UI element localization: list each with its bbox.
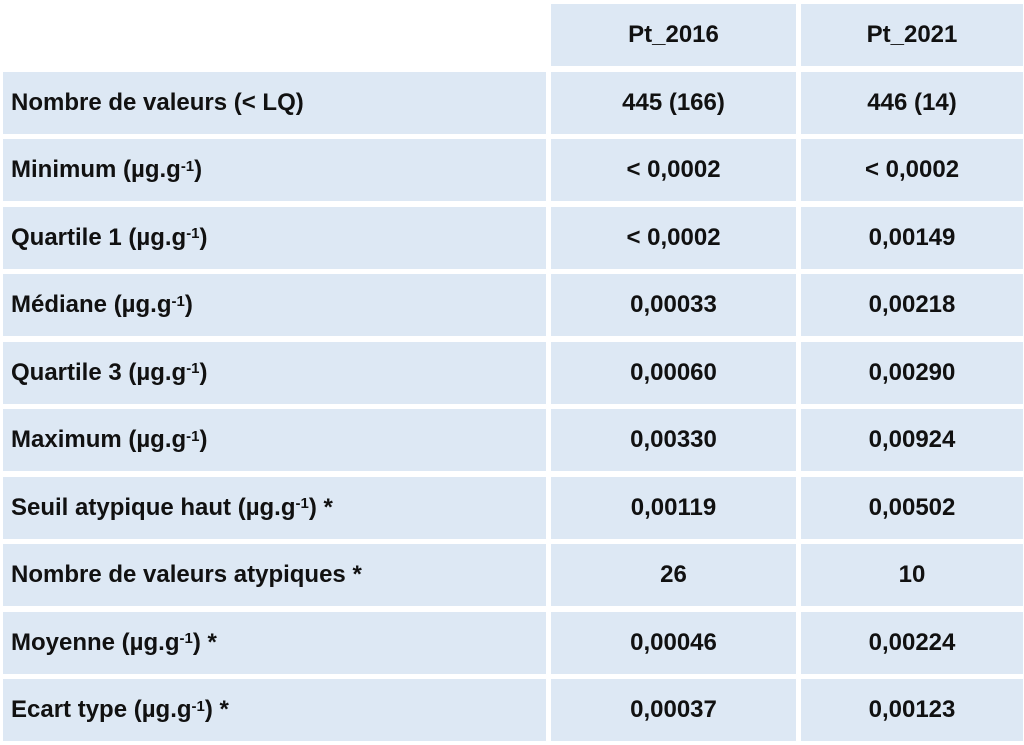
value-cell: < 0,0002 (801, 139, 1023, 201)
superscript: -1 (171, 292, 185, 310)
row-label-cell: Quartile 3 (µg.g -1) (3, 341, 546, 404)
value-cell: < 0,0002 (551, 206, 796, 269)
row-label: Minimum (µg.g (11, 156, 181, 183)
row-label: Médiane (µg.g (11, 291, 172, 318)
value: 0,00037 (630, 696, 717, 723)
row-label: ) (199, 426, 208, 453)
header-cell: Pt_2016 (551, 4, 796, 66)
value: 446 (14) (867, 88, 957, 116)
row-label-cell: Nombre de valeurs atypiques * (3, 544, 546, 606)
row-label-cell: Nombre de valeurs (< LQ) (3, 71, 546, 134)
value: 0,00119 (630, 493, 717, 521)
value-cell: 0,00502 (801, 476, 1023, 539)
row-label: Quartile 3 (µg.g (11, 358, 187, 386)
row-label: ) * (204, 696, 229, 723)
value-cell: 0,00037 (551, 679, 796, 741)
value-cell: 0,00330 (551, 409, 796, 471)
value-cell: 0,00924 (801, 409, 1023, 471)
value-cell: 0,00149 (801, 206, 1023, 269)
value-cell: 0,00224 (801, 611, 1023, 674)
row-label: Ecart type (µg.g (11, 696, 192, 723)
value: 10 (898, 561, 926, 588)
row-label: Moyenne (µg.g (11, 628, 180, 656)
row-label: ) (194, 156, 203, 183)
value: < 0,0002 (626, 156, 721, 183)
row-label: Seuil atypique haut (µg.g (11, 493, 296, 521)
value-cell: 0,00218 (801, 274, 1023, 336)
stats-table: Pt_2016 Pt_2021 Nombre de valeurs (< LQ) 44… (3, 4, 1023, 741)
value-cell: 446 (14) (801, 71, 1023, 134)
value: 0,00046 (630, 628, 717, 656)
superscript: -1 (186, 225, 200, 242)
value-cell: 0,00290 (801, 341, 1023, 404)
value: 0,00123 (868, 696, 956, 723)
row-label: Nombre de valeurs (< LQ) (11, 88, 304, 116)
column-header: Pt_2021 (866, 21, 958, 48)
superscript: -1 (179, 630, 193, 647)
value: 445 (166) (622, 88, 725, 116)
value-cell: < 0,0002 (551, 139, 796, 201)
row-label-cell: Minimum (µg.g -1) (3, 139, 546, 201)
value-cell: 26 (551, 544, 796, 606)
row-label-cell: Quartile 1 (µg.g -1) (3, 206, 546, 269)
row-label: ) (184, 291, 193, 318)
value: 0,00502 (868, 493, 956, 521)
value-cell: 10 (801, 544, 1023, 606)
value-cell: 445 (166) (551, 71, 796, 134)
value: 0,00924 (868, 426, 956, 453)
superscript: -1 (186, 427, 200, 445)
row-label: Quartile 1 (µg.g (11, 223, 187, 251)
value-cell: 0,00033 (551, 274, 796, 336)
row-label: Nombre de valeurs atypiques * (11, 561, 362, 588)
value: 0,00149 (868, 223, 956, 251)
row-label-cell: Moyenne (µg.g -1) * (3, 611, 546, 674)
value: 0,00290 (868, 358, 956, 386)
superscript: -1 (180, 157, 195, 175)
row-label: ) (199, 358, 208, 386)
value: 0,00033 (630, 291, 717, 318)
value-cell: 0,00119 (551, 476, 796, 539)
row-label: ) * (308, 493, 333, 521)
row-label-cell: Maximum (µg.g -1) (3, 409, 546, 471)
value: 0,00224 (868, 628, 956, 656)
row-label-cell: Ecart type (µg.g -1) * (3, 679, 546, 741)
corner-cell (3, 4, 546, 66)
row-label: ) (199, 223, 208, 251)
row-label: ) * (192, 628, 217, 656)
header-cell: Pt_2021 (801, 4, 1023, 66)
value: 0,00060 (630, 358, 717, 386)
superscript: -1 (186, 360, 200, 377)
value: 0,00218 (868, 291, 956, 318)
value-cell: 0,00123 (801, 679, 1023, 741)
row-label: Maximum (µg.g (11, 426, 187, 453)
row-label-cell: Médiane (µg.g -1) (3, 274, 546, 336)
value: < 0,0002 (864, 156, 960, 183)
column-header: Pt_2016 (628, 21, 719, 48)
value: < 0,0002 (626, 223, 721, 251)
value: 0,00330 (630, 426, 717, 453)
superscript: -1 (191, 697, 205, 715)
value: 26 (660, 561, 687, 588)
value-cell: 0,00046 (551, 611, 796, 674)
value-cell: 0,00060 (551, 341, 796, 404)
row-label-cell: Seuil atypique haut (µg.g -1) * (3, 476, 546, 539)
superscript: -1 (295, 495, 309, 512)
